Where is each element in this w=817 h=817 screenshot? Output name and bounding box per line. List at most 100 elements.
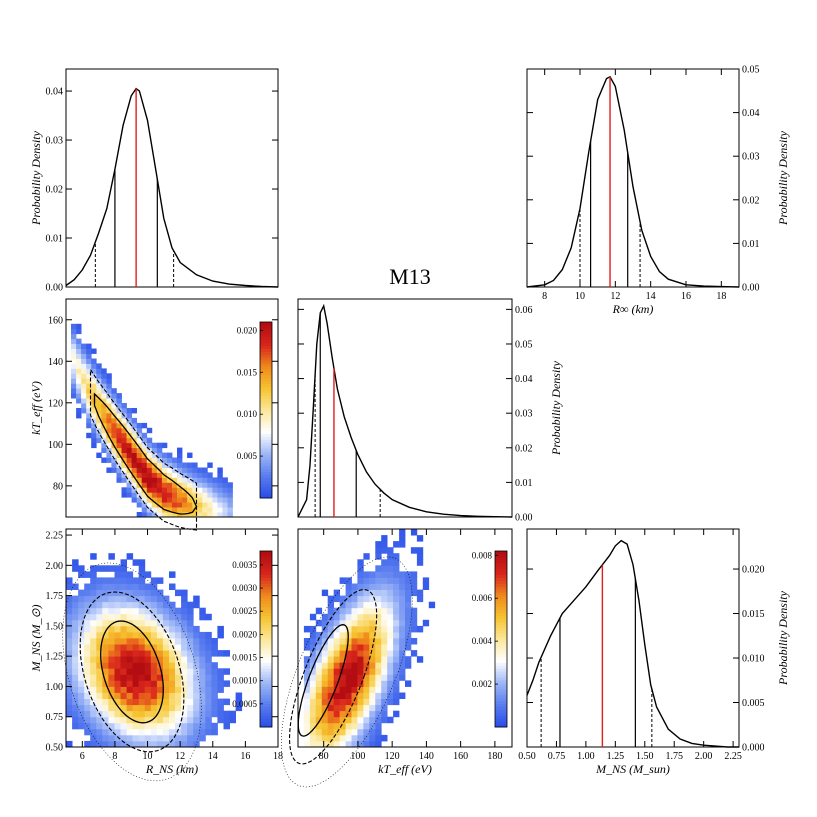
heatmap-cell	[121, 447, 127, 453]
heatmap-cell	[114, 740, 121, 748]
heatmap-cell	[182, 492, 188, 498]
y-tick-label: 0.02	[742, 195, 760, 206]
heatmap-cell	[150, 613, 158, 621]
heatmap-cell	[144, 601, 152, 609]
heatmap-cell	[381, 734, 388, 742]
y-tick-label: 120	[48, 398, 63, 409]
heatmap-cell	[144, 631, 152, 639]
heatmap-cell	[108, 577, 115, 584]
colorbar-segment	[495, 621, 507, 625]
heatmap-cell	[410, 625, 418, 633]
heatmap-cell	[405, 638, 412, 645]
heatmap-cell	[81, 353, 87, 359]
heatmap-cell	[90, 571, 97, 578]
heatmap-cell	[381, 631, 388, 639]
heatmap-cell	[144, 571, 152, 578]
heatmap-cell	[187, 710, 194, 718]
colorbar-segment	[260, 656, 272, 661]
heatmap-cell	[96, 565, 103, 572]
heatmap-cell	[339, 668, 346, 675]
heatmap-cell	[199, 668, 206, 675]
heatmap-cell	[156, 619, 164, 627]
colorbar-segment	[260, 659, 272, 663]
y-tick-label: 2.00	[46, 561, 64, 572]
contour-2sigma	[89, 367, 198, 531]
heatmap-cell	[345, 686, 352, 693]
heatmap-cell	[102, 692, 109, 699]
heatmap-cell	[121, 452, 127, 458]
heatmap-cell	[111, 462, 117, 468]
heatmap-cell	[333, 668, 340, 675]
heatmap-cell	[187, 631, 194, 639]
colorbar-segment	[260, 471, 272, 476]
heatmap-cell	[217, 507, 223, 513]
heatmap-cell	[369, 601, 376, 609]
heatmap-cell	[120, 571, 127, 578]
colorbar-segment	[495, 624, 507, 628]
heatmap-cell	[156, 722, 164, 730]
heatmap-cell	[84, 644, 91, 651]
heatmap-cell	[76, 378, 82, 384]
heatmap-cell	[339, 686, 346, 693]
heatmap-cell	[102, 698, 109, 706]
heatmap-cell	[76, 323, 82, 330]
colorbar-segment	[260, 718, 272, 722]
colorbar-segment	[260, 454, 272, 458]
colorbar-segment	[495, 671, 507, 675]
heatmap-cell	[351, 674, 358, 681]
heatmap-cell	[138, 619, 146, 627]
heatmap-cell	[199, 644, 206, 651]
heatmap-cell	[141, 447, 148, 453]
heatmap-cell	[199, 716, 206, 724]
heatmap-cell	[217, 512, 223, 518]
heatmap-cell	[150, 631, 158, 639]
heatmap-cell	[106, 403, 112, 409]
heatmap-cell	[120, 650, 127, 657]
heatmap-cell	[86, 413, 92, 419]
heatmap-cell	[205, 674, 212, 681]
x-tick-label: 12	[175, 751, 185, 762]
heatmap-cell	[416, 535, 424, 542]
plot-frame	[526, 68, 740, 288]
colorbar-segment	[260, 330, 272, 335]
colorbar-segment	[260, 327, 272, 332]
heatmap-cell	[175, 650, 182, 657]
heatmap-cell	[321, 625, 329, 633]
y-tick-label: 0.04	[46, 87, 64, 98]
heatmap-cell	[363, 619, 370, 627]
colorbar-segment	[260, 459, 272, 464]
heatmap-cell	[175, 698, 182, 706]
heatmap-cell	[351, 625, 358, 633]
heatmap-cell	[381, 656, 388, 663]
heatmap-cell	[156, 728, 164, 736]
heatmap-cell	[351, 595, 358, 603]
heatmap-cell	[199, 692, 206, 699]
heatmap-cell	[114, 734, 121, 742]
heatmap-cell	[106, 452, 112, 458]
colorbar-segment	[495, 606, 507, 611]
colorbar-segment	[260, 592, 272, 596]
heatmap-cell	[156, 497, 163, 503]
heatmap-cell	[102, 740, 109, 748]
heatmap-cell	[144, 734, 152, 742]
heatmap-cell	[235, 692, 243, 699]
heatmap-cell	[132, 710, 140, 718]
heatmap-cell	[321, 686, 329, 693]
heatmap-cell	[162, 668, 170, 675]
heatmap-cell	[90, 740, 97, 748]
heatmap-cell	[211, 704, 218, 712]
heatmap-cell	[393, 571, 400, 578]
heatmap-cell	[375, 680, 382, 687]
heatmap-cell	[101, 388, 107, 394]
heatmap-cell	[175, 644, 182, 651]
heatmap-cell	[410, 571, 418, 578]
heatmap-cell	[387, 577, 394, 584]
heatmap-cell	[187, 644, 194, 651]
heatmap-cell	[84, 680, 91, 687]
heatmap-cell	[146, 427, 153, 434]
heatmap-cell	[106, 447, 112, 453]
heatmap-cell	[345, 740, 352, 748]
heatmap-cell	[369, 589, 376, 597]
heatmap-cell	[181, 601, 188, 609]
heatmap-cell	[144, 680, 152, 687]
